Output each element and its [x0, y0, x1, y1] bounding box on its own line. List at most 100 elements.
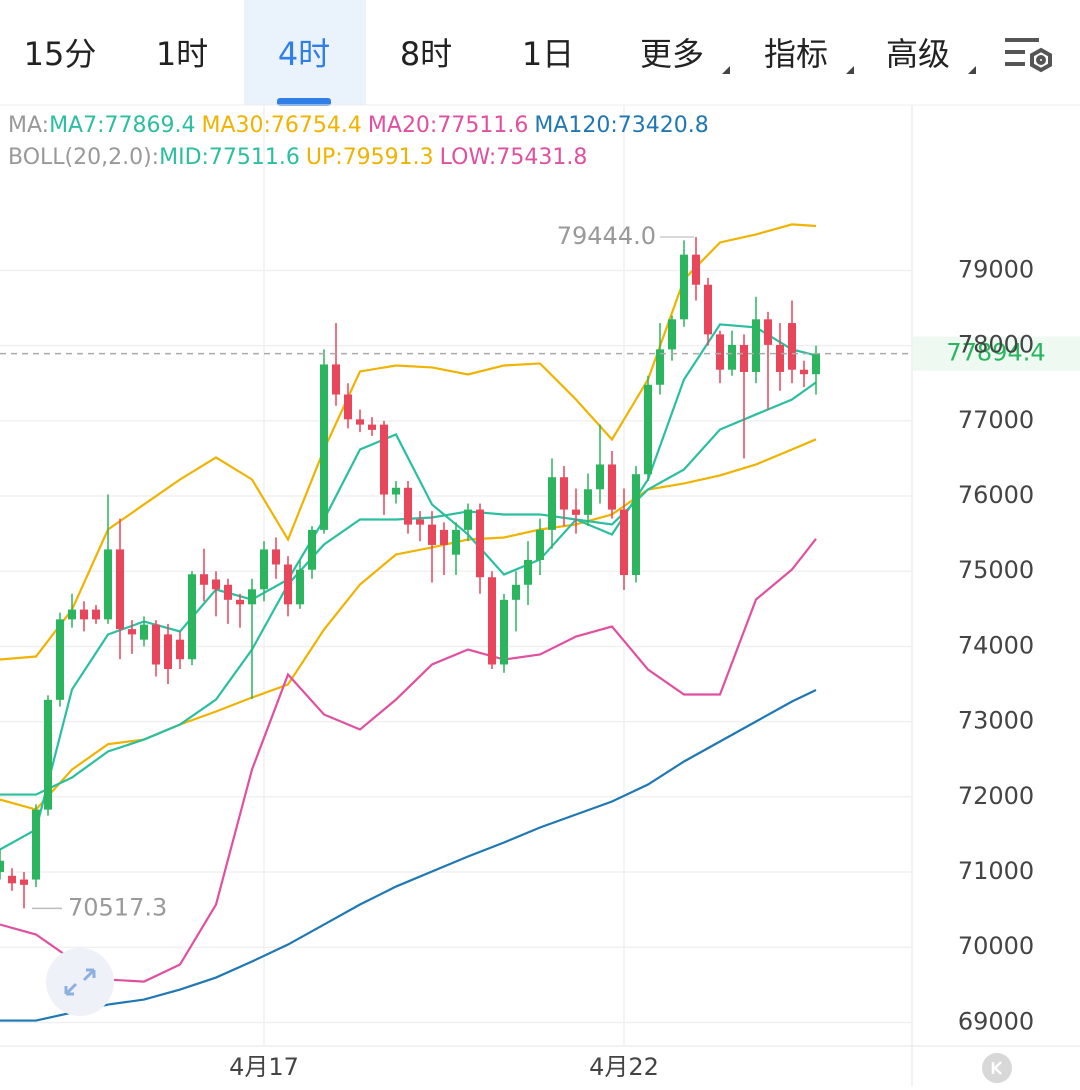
candle-body [452, 529, 460, 555]
tab[interactable]: 8时 [400, 35, 452, 73]
candle-body [32, 809, 40, 880]
candle-body [800, 369, 808, 375]
candle-body [500, 599, 508, 665]
legend-item: MA7:77869.4 [49, 113, 195, 138]
candle-body [8, 875, 16, 884]
candle-body [680, 254, 688, 320]
candle-body [416, 519, 424, 525]
dropdown-caret [846, 66, 854, 74]
legend-item: MID:77511.6 [159, 145, 300, 170]
y-tick-label: 74000 [958, 631, 1034, 659]
y-tick-label: 72000 [958, 782, 1034, 810]
candle-body [44, 699, 52, 810]
legend-item: MA30:76754.4 [201, 113, 361, 138]
candle-body [176, 639, 184, 660]
tab[interactable]: 指标 [764, 35, 828, 73]
y-tick-label: 75000 [958, 556, 1034, 584]
low-label: 70517.3 [68, 893, 167, 921]
candle-body [188, 574, 196, 660]
legend-label: BOLL(20,2.0): [8, 145, 159, 170]
indicator-line [0, 223, 817, 661]
tab[interactable]: 1日 [522, 35, 574, 73]
candle-body [668, 319, 676, 350]
candle-body [620, 509, 628, 575]
grid [0, 105, 912, 1045]
tab-indicator [277, 98, 331, 106]
last-price-label: 77894.4 [946, 339, 1045, 367]
x-tick-label: 4月22 [589, 1053, 659, 1081]
tab[interactable]: 高级 [886, 35, 950, 73]
candle-body [104, 549, 112, 620]
legend-item: UP:79591.3 [306, 145, 434, 170]
legend-item: LOW:75431.8 [440, 145, 588, 170]
candle-body [728, 344, 736, 370]
dropdown-caret [722, 66, 730, 74]
candle-body [260, 549, 268, 590]
y-tick-label: 71000 [958, 857, 1034, 885]
candle-body [224, 584, 232, 600]
candle-body [248, 589, 256, 605]
candle-body [152, 624, 160, 665]
tab[interactable]: 更多 [640, 35, 704, 73]
candle-body [464, 509, 472, 530]
scroll-end-button[interactable] [982, 1053, 1012, 1083]
tab[interactable]: 4时 [278, 35, 330, 73]
candle-body [692, 254, 700, 285]
expand-button[interactable] [46, 948, 114, 1016]
tab[interactable]: 15分 [24, 35, 97, 73]
candle-body [0, 860, 4, 873]
candle-body [308, 529, 316, 570]
candle-body [344, 394, 352, 420]
candle-body [788, 323, 796, 370]
candle-body [92, 609, 100, 620]
candle-body [596, 464, 604, 490]
candle-body [656, 349, 664, 385]
candle-body [644, 384, 652, 475]
tab[interactable]: 1时 [156, 35, 208, 73]
candle-body [740, 344, 748, 372]
legend-item: MA120:73420.8 [534, 113, 708, 138]
candle-body [440, 529, 448, 545]
candle-body [524, 559, 532, 585]
candle-body [56, 619, 64, 700]
y-tick-label: 76000 [958, 481, 1034, 509]
candle-body [296, 569, 304, 605]
candle-body [380, 424, 388, 495]
tab-bar: 15分 1时 4时 8时 1日 更多 指标 高级 [24, 0, 976, 106]
candle-body [632, 474, 640, 575]
legend: BOLL(20,2.0):MID:77511.6 UP:79591.3 LOW:75… [8, 145, 587, 170]
candle-body [716, 334, 724, 370]
candle-body [236, 599, 244, 605]
candle-body [548, 477, 556, 530]
indicator-line [0, 323, 817, 851]
candle-body [512, 584, 520, 600]
dropdown-caret [968, 66, 976, 74]
candle-body [20, 879, 28, 885]
legend-item: MA20:77511.6 [368, 113, 528, 138]
candle-body [332, 364, 340, 395]
candle-body [284, 564, 292, 605]
indicator-line [0, 438, 817, 811]
overlay: 77894.4 79444.0 70517.3 [0, 222, 1080, 921]
candle-body [428, 524, 436, 545]
candle-body [752, 319, 760, 372]
y-tick-label: 78000 [958, 331, 1034, 359]
candle-body [764, 319, 772, 345]
candle-body [368, 424, 376, 430]
settings-icon[interactable] [1005, 38, 1052, 73]
candle-body [392, 487, 400, 495]
candle-body [584, 489, 592, 515]
legend-label: MA: [8, 113, 49, 138]
y-tick-label: 69000 [958, 1007, 1034, 1035]
candle-body [80, 609, 88, 620]
y-tick-label: 73000 [958, 707, 1034, 735]
candle-body [704, 284, 712, 335]
candle-body [164, 634, 172, 669]
candle-body [608, 464, 616, 510]
candle-body [488, 577, 496, 665]
candle-body [812, 353, 820, 375]
y-tick-label: 70000 [958, 932, 1034, 960]
candle-body [212, 579, 220, 590]
candle-body [128, 629, 136, 635]
